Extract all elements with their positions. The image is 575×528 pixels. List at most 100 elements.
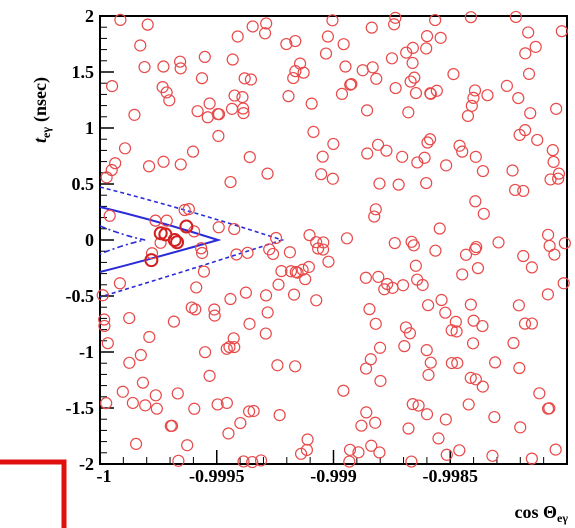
- data-point: [191, 105, 204, 118]
- x-tick-label: -0.999: [310, 466, 357, 486]
- data-point: [287, 71, 300, 85]
- data-point: [396, 279, 410, 292]
- data-point: [123, 311, 136, 325]
- data-point: [141, 18, 154, 31]
- data-point: [203, 369, 216, 382]
- data-point: [224, 175, 237, 189]
- data-point: [453, 139, 466, 152]
- data-point: [373, 446, 386, 459]
- data-point: [369, 416, 382, 429]
- contour-inner: [99, 225, 146, 255]
- data-point: [359, 271, 372, 284]
- data-point: [366, 61, 379, 74]
- y-axis-title: teγ(nsec): [30, 77, 53, 143]
- data-point: [301, 433, 314, 446]
- data-point: [409, 259, 422, 272]
- data-point: [525, 452, 538, 465]
- data-point: [352, 446, 365, 459]
- data-point: [261, 306, 274, 319]
- signal-point: [144, 253, 159, 268]
- x-axis-ticks: -1 -0.9995 -0.999 -0.9985: [97, 450, 568, 486]
- data-point: [420, 408, 434, 421]
- data-point: [453, 444, 466, 457]
- y-tick-label: 1.5: [72, 62, 95, 82]
- x-tick-label: -0.9985: [423, 466, 479, 486]
- data-point: [272, 278, 285, 291]
- data-point: [273, 409, 286, 422]
- data-point: [424, 356, 437, 369]
- data-point: [197, 265, 211, 278]
- data-point: [406, 41, 419, 54]
- data-point: [541, 228, 555, 241]
- data-point: [547, 155, 560, 169]
- data-point: [247, 404, 260, 418]
- data-point: [237, 107, 250, 120]
- data-point: [223, 340, 236, 354]
- data-point: [469, 373, 482, 386]
- data-point: [171, 387, 184, 400]
- data-point: [220, 342, 233, 355]
- data-point: [244, 73, 258, 86]
- data-point: [134, 39, 147, 52]
- data-point: [439, 413, 452, 426]
- data-point: [492, 236, 505, 249]
- data-point: [174, 55, 187, 68]
- contour-outer: [99, 186, 285, 298]
- data-point: [287, 288, 301, 301]
- data-point: [269, 231, 283, 245]
- data-point: [433, 222, 446, 235]
- data-point: [310, 294, 323, 307]
- data-point: [468, 84, 482, 97]
- data-point: [370, 72, 383, 85]
- data-point: [543, 239, 556, 253]
- data-point: [406, 398, 419, 411]
- data-point: [373, 341, 387, 354]
- data-point: [160, 214, 173, 227]
- data-point: [541, 402, 555, 415]
- data-point: [373, 177, 386, 190]
- data-point: [163, 94, 176, 107]
- data-point: [212, 221, 225, 234]
- data-point: [386, 281, 399, 294]
- data-point: [282, 90, 295, 103]
- data-point: [228, 89, 241, 102]
- data-point: [522, 26, 535, 39]
- data-point: [128, 108, 141, 121]
- data-point: [100, 397, 113, 410]
- data-point: [226, 53, 239, 66]
- data-point: [422, 299, 435, 312]
- data-point: [418, 151, 431, 164]
- data-point: [405, 455, 418, 468]
- data-point: [319, 47, 333, 60]
- data-point: [174, 62, 187, 75]
- data-point: [509, 183, 522, 197]
- data-point: [230, 248, 243, 261]
- data-point: [372, 270, 385, 284]
- data-point: [476, 380, 489, 393]
- y-tick-label: 1: [85, 118, 94, 138]
- data-point: [322, 255, 335, 268]
- data-point: [343, 443, 357, 456]
- data-point: [533, 387, 546, 400]
- data-point: [462, 398, 475, 411]
- data-point: [196, 246, 209, 260]
- data-point: [465, 99, 478, 112]
- data-point: [549, 443, 562, 456]
- data-point: [461, 109, 475, 123]
- data-point: [220, 396, 233, 410]
- data-point: [558, 237, 571, 250]
- data-point: [186, 145, 200, 158]
- data-point: [242, 405, 256, 418]
- data-point: [315, 168, 328, 181]
- data-point: [271, 359, 284, 372]
- data-point: [396, 150, 409, 163]
- data-point: [402, 106, 415, 119]
- data-point: [544, 173, 557, 186]
- y-tick-label: -1: [79, 342, 94, 362]
- y-tick-label: 0.5: [72, 174, 95, 194]
- data-point: [481, 89, 494, 102]
- data-point: [299, 273, 312, 286]
- data-point: [145, 247, 159, 260]
- data-point: [555, 25, 568, 38]
- data-point: [420, 30, 434, 43]
